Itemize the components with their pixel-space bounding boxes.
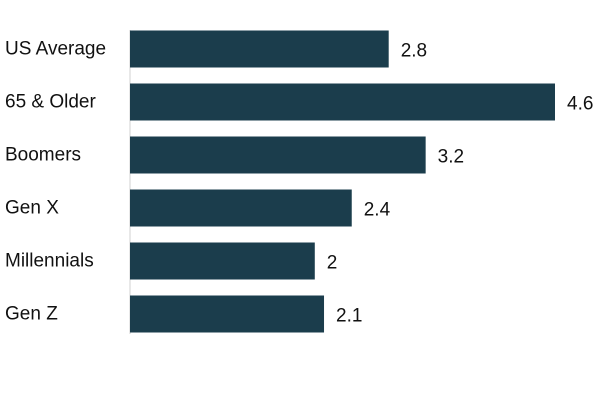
category-label: 65 & Older [5,92,96,113]
category-label: Millennials [5,251,94,272]
bar [130,83,555,121]
bar [130,242,315,280]
data-label: 4.6 [567,94,593,115]
data-label: 2.8 [401,41,427,62]
category-label: US Average [5,39,106,60]
category-label: Gen X [5,198,59,219]
data-label: 3.2 [438,147,464,168]
data-label: 2.1 [336,306,362,327]
data-label: 2.4 [364,200,391,221]
bar [130,30,389,68]
bar [130,295,325,333]
bar [130,136,426,174]
data-label: 2 [327,253,338,274]
category-label: Boomers [5,145,81,166]
category-label: Gen Z [5,304,58,325]
bar [130,189,352,227]
